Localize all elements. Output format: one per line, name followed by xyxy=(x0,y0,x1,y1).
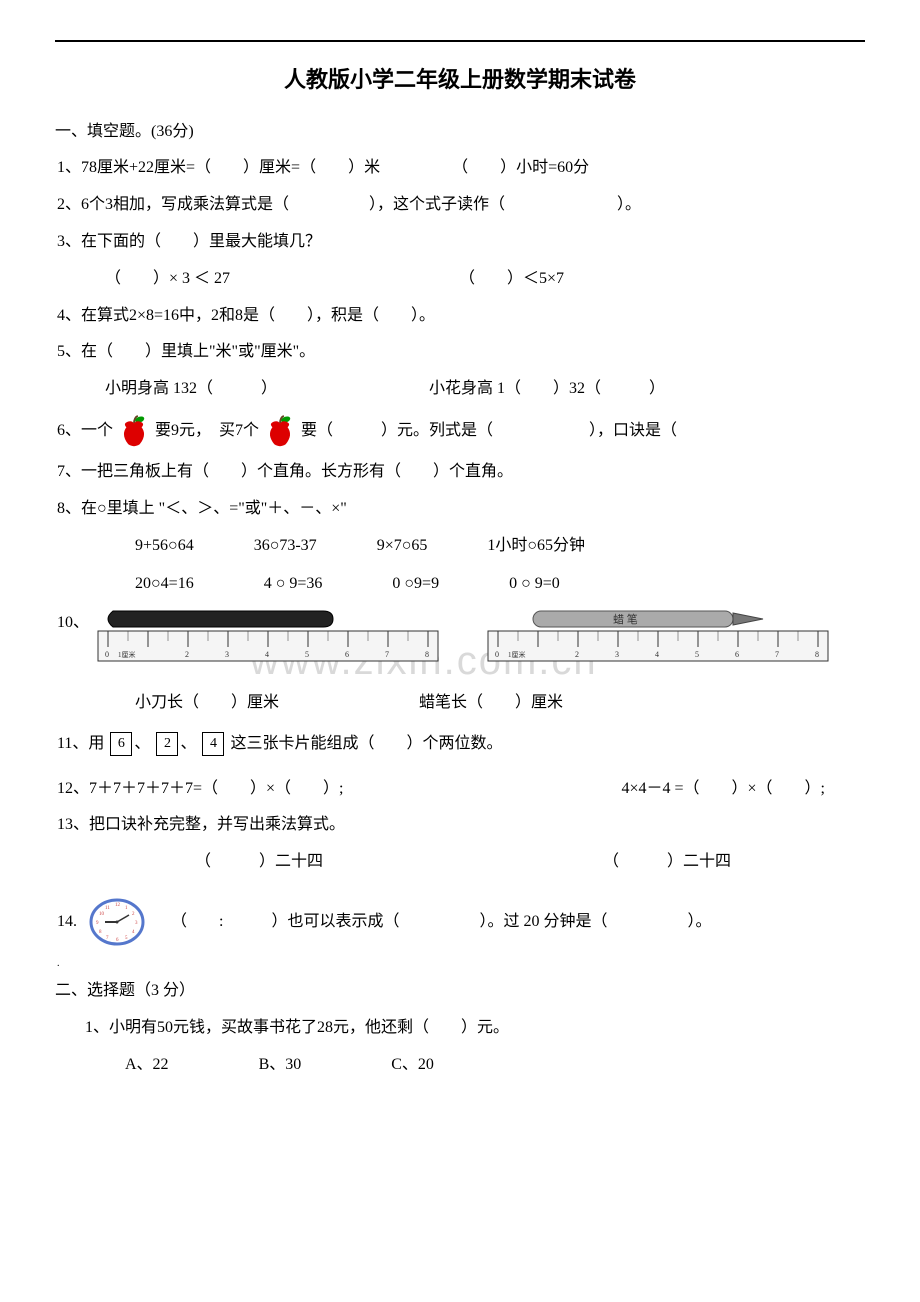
question-1: 1、78厘米+22厘米=（ ）厘米=（ ）米 （ ）小时=60分 xyxy=(55,154,865,183)
svg-text:8: 8 xyxy=(425,650,429,659)
page-top-border xyxy=(55,40,865,42)
svg-text:11: 11 xyxy=(105,906,110,911)
svg-text:8: 8 xyxy=(815,650,819,659)
svg-text:1厘米: 1厘米 xyxy=(508,650,526,659)
section-2-header: 二、选择题（3 分） xyxy=(55,977,865,1006)
svg-text:1厘米: 1厘米 xyxy=(118,650,136,659)
choice-b: B、30 xyxy=(259,1051,302,1080)
q11-text-b: 这三张卡片能组成（ ）个两位数。 xyxy=(230,735,502,752)
q3-part-a: （ ）× 3 ＜ 27 xyxy=(105,265,455,294)
page-title: 人教版小学二年级上册数学期末试卷 xyxy=(55,60,865,100)
question-14: 14. 123 69 12 45 78 1011 （ : ）也可以表示成（ ）。… xyxy=(55,897,865,947)
svg-text:0: 0 xyxy=(105,650,109,659)
svg-text:4: 4 xyxy=(655,650,659,659)
q11-text-a: 11、用 xyxy=(57,735,104,752)
section-1-header: 一、填空题。(36分) xyxy=(55,118,865,147)
q8-r2b: 4 ○ 9=36 xyxy=(264,570,323,599)
q6-text-c: 要（ ）元。列式是（ ），口诀是（ xyxy=(301,417,677,446)
q12-part-b: 4×4－4 =（ ）×（ ）; xyxy=(621,775,825,804)
q8-r1a: 9+56○64 xyxy=(135,532,194,561)
ruler-labels: 小刀长（ ）厘米 蜡笔长（ ）厘米 xyxy=(55,689,865,718)
svg-text:0: 0 xyxy=(495,650,499,659)
q13-part-b: （ ）二十四 xyxy=(603,848,731,877)
q12-part-a: 12、7＋7＋7＋7＋7=（ ）×（ ）; xyxy=(57,775,344,804)
crayon-ruler: 蜡 笔 0 1厘 xyxy=(483,609,833,675)
q14-text: （ : ）也可以表示成（ ）。过 20 分钟是（ ）。 xyxy=(147,908,711,937)
q14-number: 14. xyxy=(57,908,87,937)
crayon-length-label: 蜡笔长（ ）厘米 xyxy=(419,689,563,718)
apple-icon-1 xyxy=(115,412,153,450)
question-2: 2、6个3相加，写成乘法算式是（ ），这个式子读作（ ）。 xyxy=(55,191,865,220)
q8-r2a: 20○4=16 xyxy=(135,570,194,599)
question-12: 12、7＋7＋7＋7＋7=（ ）×（ ）; 4×4－4 =（ ）×（ ）; xyxy=(55,775,865,804)
question-8-row1: 9+56○64 36○73-37 9×7○65 1小时○65分钟 xyxy=(55,532,865,561)
svg-text:7: 7 xyxy=(385,650,389,659)
question-7: 7、一把三角板上有（ ）个直角。长方形有（ ）个直角。 xyxy=(55,458,865,487)
q10-label: 10、 xyxy=(57,609,93,638)
question-8: 8、在○里填上 "＜、＞、="或"＋、－、×" xyxy=(55,495,865,524)
question-6: 6、一个 要9元， 买7个 要（ ）元。列式是（ ），口诀是（ xyxy=(55,412,865,450)
q8-r2c: 0 ○9=9 xyxy=(392,570,439,599)
question-11: 11、用 6、 2、 4 这三张卡片能组成（ ）个两位数。 xyxy=(55,730,865,759)
question-5: 5、在（ ）里填上"米"或"厘米"。 xyxy=(55,338,865,367)
q6-text-b: 要9元， 买7个 xyxy=(155,417,259,446)
svg-text:6: 6 xyxy=(345,650,349,659)
knife-length-label: 小刀长（ ）厘米 xyxy=(135,689,279,718)
q8-r1c: 9×7○65 xyxy=(377,532,428,561)
q8-r2d: 0 ○ 9=0 xyxy=(509,570,560,599)
svg-text:12: 12 xyxy=(115,903,121,908)
question-5-sub: 小明身高 132（ ） 小花身高 1（ ）32（ ） xyxy=(55,375,865,404)
svg-text:3: 3 xyxy=(615,650,619,659)
q5-part-b: 小花身高 1（ ）32（ ） xyxy=(429,380,665,397)
q8-r1d: 1小时○65分钟 xyxy=(487,532,585,561)
question-4: 4、在算式2×8=16中，2和8是（ ），积是（ ）。 xyxy=(55,302,865,331)
knife-ruler: 0 1厘米 2 3 4 5 6 7 8 xyxy=(93,609,443,675)
q6-text-a: 6、一个 xyxy=(57,417,113,446)
svg-text:5: 5 xyxy=(305,650,309,659)
question-13-sub: （ ）二十四 （ ）二十四 xyxy=(55,848,865,877)
svg-text:2: 2 xyxy=(185,650,189,659)
q8-r1b: 36○73-37 xyxy=(254,532,317,561)
dot-marker: . xyxy=(55,955,865,973)
question-3-sub: （ ）× 3 ＜ 27 （ ）＜5×7 xyxy=(55,265,865,294)
apple-icon-2 xyxy=(261,412,299,450)
svg-text:6: 6 xyxy=(735,650,739,659)
section2-q1-choices: A、22 B、30 C、20 xyxy=(55,1051,865,1080)
q3-part-b: （ ）＜5×7 xyxy=(459,270,564,287)
card-2: 2 xyxy=(156,732,178,756)
q5-part-a: 小明身高 132（ ） xyxy=(105,375,425,404)
clock-icon: 123 69 12 45 78 1011 xyxy=(87,897,147,947)
svg-text:4: 4 xyxy=(265,650,269,659)
card-6: 6 xyxy=(110,732,132,756)
svg-text:3: 3 xyxy=(225,650,229,659)
svg-text:7: 7 xyxy=(775,650,779,659)
ruler-row: 0 1厘米 2 3 4 5 6 7 8 蜡 笔 xyxy=(93,609,833,675)
q13-part-a: （ ）二十四 xyxy=(195,848,323,877)
document-content: 人教版小学二年级上册数学期末试卷 一、填空题。(36分) 1、78厘米+22厘米… xyxy=(55,60,865,1079)
svg-text:2: 2 xyxy=(575,650,579,659)
choice-a: A、22 xyxy=(125,1051,169,1080)
card-4: 4 xyxy=(202,732,224,756)
svg-text:5: 5 xyxy=(695,650,699,659)
choice-c: C、20 xyxy=(391,1051,434,1080)
question-8-row2: 20○4=16 4 ○ 9=36 0 ○9=9 0 ○ 9=0 xyxy=(55,570,865,599)
question-3: 3、在下面的（ ）里最大能填几？ xyxy=(55,228,865,257)
section2-question-1: 1、小明有50元钱，买故事书花了28元，他还剩（ ）元。 xyxy=(55,1014,865,1043)
svg-text:蜡 笔: 蜡 笔 xyxy=(613,612,638,626)
question-10: 10、 xyxy=(55,609,865,681)
svg-text:10: 10 xyxy=(99,912,105,917)
question-13: 13、把口诀补充完整，并写出乘法算式。 xyxy=(55,811,865,840)
